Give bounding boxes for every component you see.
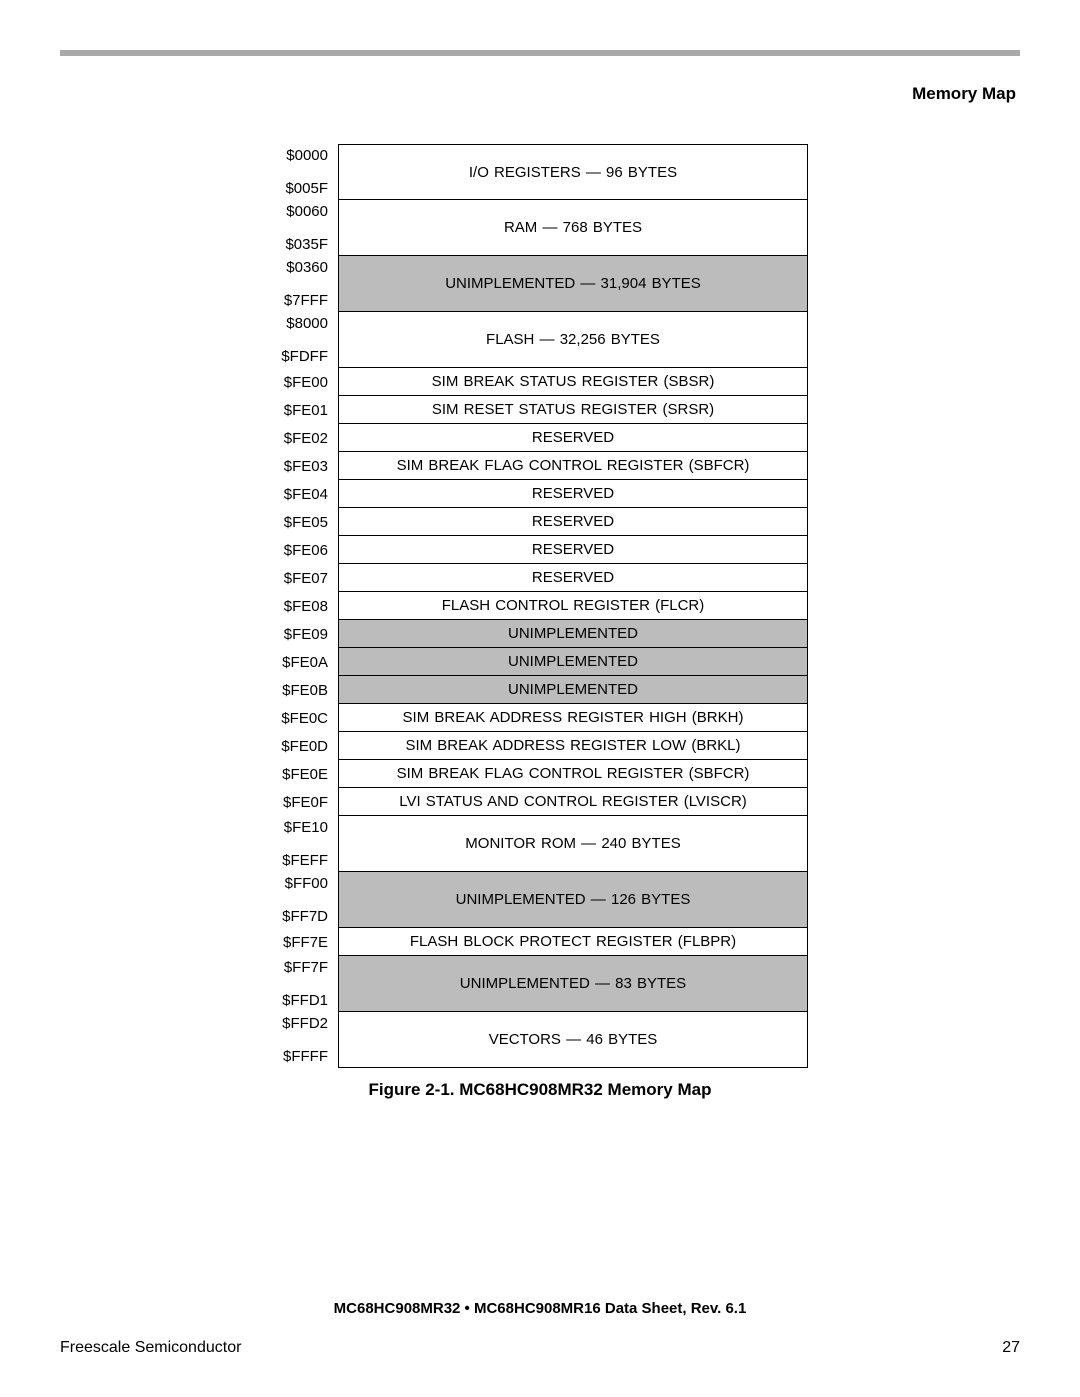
addr-start: $FE10 bbox=[284, 819, 328, 836]
section-header: Memory Map bbox=[60, 84, 1020, 104]
memory-single-desc: UNIMPLEMENTED bbox=[338, 648, 808, 676]
memory-single-desc: SIM RESET STATUS REGISTER (SRSR) bbox=[338, 396, 808, 424]
memory-single-row: $FE06RESERVED bbox=[272, 536, 808, 564]
addr: $FE01 bbox=[272, 396, 338, 424]
addr: $FE08 bbox=[272, 592, 338, 620]
addr-start: $0000 bbox=[286, 147, 328, 164]
memory-single-row: $FF7EFLASH BLOCK PROTECT REGISTER (FLBPR… bbox=[272, 928, 808, 956]
memory-single-desc: LVI STATUS AND CONTROL REGISTER (LVISCR) bbox=[338, 788, 808, 816]
memory-single-desc: FLASH BLOCK PROTECT REGISTER (FLBPR) bbox=[338, 928, 808, 956]
addr: $FF7E bbox=[272, 928, 338, 956]
footer-company: Freescale Semiconductor bbox=[60, 1339, 241, 1357]
addr-start: $0360 bbox=[286, 259, 328, 276]
addr: $FE02 bbox=[272, 424, 338, 452]
memory-range-desc: RAM — 768 BYTES bbox=[338, 200, 808, 256]
addr: $FE0D bbox=[272, 732, 338, 760]
memory-range-desc: FLASH — 32,256 BYTES bbox=[338, 312, 808, 368]
memory-range-row: $0360 $7FFF UNIMPLEMENTED — 31,904 BYTES bbox=[272, 256, 808, 312]
page-footer: MC68HC908MR32 • MC68HC908MR16 Data Sheet… bbox=[60, 1300, 1020, 1357]
memory-range-desc: UNIMPLEMENTED — 83 BYTES bbox=[338, 956, 808, 1012]
memory-single-row: $FE04RESERVED bbox=[272, 480, 808, 508]
addr-end: $005F bbox=[285, 180, 328, 197]
memory-range-row: $FE10 $FEFF MONITOR ROM — 240 BYTES bbox=[272, 816, 808, 872]
addr: $FE06 bbox=[272, 536, 338, 564]
addr-end: $7FFF bbox=[284, 292, 328, 309]
addr: $FE0A bbox=[272, 648, 338, 676]
memory-single-desc: UNIMPLEMENTED bbox=[338, 676, 808, 704]
addr-start: $FF7F bbox=[284, 959, 328, 976]
footer-doc-title: MC68HC908MR32 • MC68HC908MR16 Data Sheet… bbox=[60, 1300, 1020, 1317]
addr: $FE09 bbox=[272, 620, 338, 648]
memory-range-row: $0000 $005F I/O REGISTERS — 96 BYTES bbox=[272, 144, 808, 200]
memory-single-row: $FE0AUNIMPLEMENTED bbox=[272, 648, 808, 676]
memory-range-row: $FF7F $FFD1 UNIMPLEMENTED — 83 BYTES bbox=[272, 956, 808, 1012]
addr: $FE0B bbox=[272, 676, 338, 704]
memory-single-desc: RESERVED bbox=[338, 480, 808, 508]
addr: $FE00 bbox=[272, 368, 338, 396]
memory-single-row: $FE07RESERVED bbox=[272, 564, 808, 592]
memory-single-desc: SIM BREAK ADDRESS REGISTER LOW (BRKL) bbox=[338, 732, 808, 760]
memory-single-desc: RESERVED bbox=[338, 536, 808, 564]
memory-map: $0000$005FI/O REGISTERS — 96 BYTES$0060$… bbox=[272, 144, 808, 1068]
addr-end: $035F bbox=[285, 236, 328, 253]
addr: $FE0F bbox=[272, 788, 338, 816]
footer-page-number: 27 bbox=[1002, 1339, 1020, 1357]
addr-end: $FFFF bbox=[283, 1048, 328, 1065]
memory-single-desc: RESERVED bbox=[338, 508, 808, 536]
memory-range-desc: UNIMPLEMENTED — 126 BYTES bbox=[338, 872, 808, 928]
addr: $FE04 bbox=[272, 480, 338, 508]
memory-single-desc: SIM BREAK FLAG CONTROL REGISTER (SBFCR) bbox=[338, 452, 808, 480]
memory-single-desc: FLASH CONTROL REGISTER (FLCR) bbox=[338, 592, 808, 620]
addr: $FE05 bbox=[272, 508, 338, 536]
figure-caption: Figure 2-1. MC68HC908MR32 Memory Map bbox=[60, 1080, 1020, 1100]
addr: $FE0E bbox=[272, 760, 338, 788]
memory-range-row: $FF00 $FF7D UNIMPLEMENTED — 126 BYTES bbox=[272, 872, 808, 928]
memory-range-desc: I/O REGISTERS — 96 BYTES bbox=[338, 144, 808, 200]
memory-single-row: $FE0DSIM BREAK ADDRESS REGISTER LOW (BRK… bbox=[272, 732, 808, 760]
memory-single-desc: UNIMPLEMENTED bbox=[338, 620, 808, 648]
memory-single-desc: SIM BREAK ADDRESS REGISTER HIGH (BRKH) bbox=[338, 704, 808, 732]
memory-range-row: $0060 $035F RAM — 768 BYTES bbox=[272, 200, 808, 256]
addr-start: $8000 bbox=[286, 315, 328, 332]
memory-range-row: $8000 $FDFF FLASH — 32,256 BYTES bbox=[272, 312, 808, 368]
addr: $FE07 bbox=[272, 564, 338, 592]
memory-single-row: $FE02RESERVED bbox=[272, 424, 808, 452]
memory-range-desc: MONITOR ROM — 240 BYTES bbox=[338, 816, 808, 872]
addr-end: $FDFF bbox=[281, 348, 328, 365]
memory-single-row: $FE00SIM BREAK STATUS REGISTER (SBSR) bbox=[272, 368, 808, 396]
memory-single-row: $FE0FLVI STATUS AND CONTROL REGISTER (LV… bbox=[272, 788, 808, 816]
memory-single-row: $FE05RESERVED bbox=[272, 508, 808, 536]
addr-start: $FFD2 bbox=[282, 1015, 328, 1032]
addr-end: $FFD1 bbox=[282, 992, 328, 1009]
memory-single-row: $FE0ESIM BREAK FLAG CONTROL REGISTER (SB… bbox=[272, 760, 808, 788]
addr-end: $FF7D bbox=[282, 908, 328, 925]
addr-start: $0060 bbox=[286, 203, 328, 220]
top-rule bbox=[60, 50, 1020, 56]
addr: $FE03 bbox=[272, 452, 338, 480]
memory-single-row: $FE0BUNIMPLEMENTED bbox=[272, 676, 808, 704]
memory-single-desc: SIM BREAK STATUS REGISTER (SBSR) bbox=[338, 368, 808, 396]
memory-single-row: $FE01SIM RESET STATUS REGISTER (SRSR) bbox=[272, 396, 808, 424]
addr: $FE0C bbox=[272, 704, 338, 732]
memory-single-desc: RESERVED bbox=[338, 564, 808, 592]
addr-start: $FF00 bbox=[285, 875, 328, 892]
memory-single-row: $FE03SIM BREAK FLAG CONTROL REGISTER (SB… bbox=[272, 452, 808, 480]
memory-single-row: $FE08FLASH CONTROL REGISTER (FLCR) bbox=[272, 592, 808, 620]
memory-single-row: $FE0CSIM BREAK ADDRESS REGISTER HIGH (BR… bbox=[272, 704, 808, 732]
memory-range-row: $FFD2 $FFFF VECTORS — 46 BYTES bbox=[272, 1012, 808, 1068]
memory-single-desc: RESERVED bbox=[338, 424, 808, 452]
memory-single-row: $FE09UNIMPLEMENTED bbox=[272, 620, 808, 648]
memory-single-desc: SIM BREAK FLAG CONTROL REGISTER (SBFCR) bbox=[338, 760, 808, 788]
addr-end: $FEFF bbox=[282, 852, 328, 869]
memory-range-desc: UNIMPLEMENTED — 31,904 BYTES bbox=[338, 256, 808, 312]
memory-range-desc: VECTORS — 46 BYTES bbox=[338, 1012, 808, 1068]
